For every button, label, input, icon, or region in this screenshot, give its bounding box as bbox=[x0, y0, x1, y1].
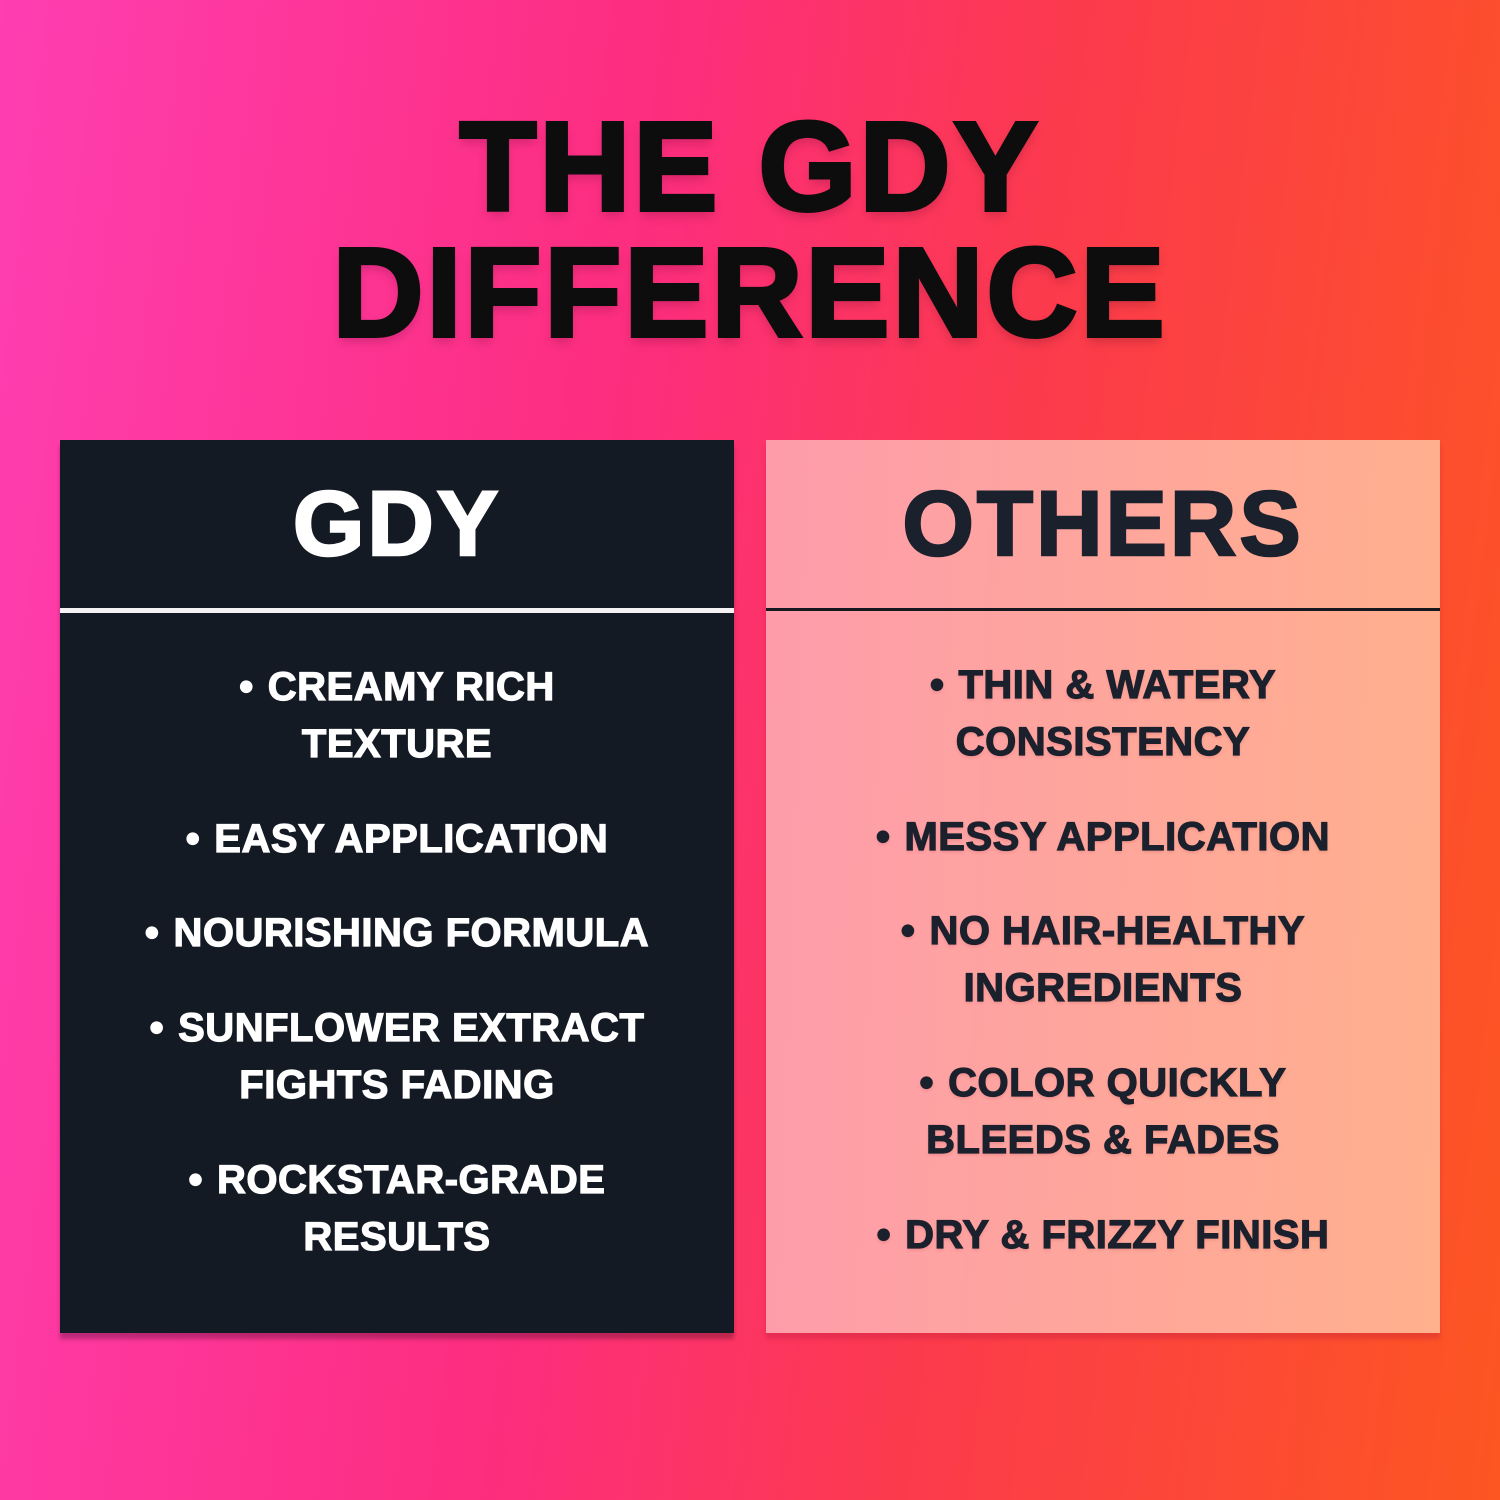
list-item-text: EASY APPLICATION bbox=[214, 816, 609, 861]
list-item-text: MESSY APPLICATION bbox=[904, 814, 1331, 859]
list-item: • COLOR QUICKLY BLEEDS & FADES bbox=[790, 1055, 1416, 1169]
bullet-icon: • bbox=[900, 909, 916, 954]
others-column-heading: OTHERS bbox=[901, 471, 1304, 576]
others-drawbacks-list: • THIN & WATERY CONSISTENCY • MESSY APPLIC… bbox=[766, 611, 1440, 1263]
bullet-icon: • bbox=[149, 1006, 165, 1051]
list-item-text: SUNFLOWER EXTRACT FIGHTS FADING bbox=[178, 1006, 645, 1108]
list-item: • CREAMY RICH TEXTURE bbox=[84, 659, 710, 773]
others-column-divider bbox=[766, 608, 1440, 611]
list-item-text: NOURISHING FORMULA bbox=[173, 911, 650, 956]
list-item-text: THIN & WATERY CONSISTENCY bbox=[955, 662, 1277, 764]
list-item: • ROCKSTAR-GRADE RESULTS bbox=[84, 1152, 710, 1266]
list-item-text: COLOR QUICKLY BLEEDS & FADES bbox=[926, 1060, 1287, 1162]
bullet-icon: • bbox=[876, 1212, 892, 1257]
others-column-card: OTHERS • THIN & WATERY CONSISTENCY • MESSY… bbox=[766, 440, 1440, 1333]
bullet-icon: • bbox=[875, 814, 891, 859]
comparison-columns: GDY • CREAMY RICH TEXTURE • EASY APPLICATI… bbox=[60, 440, 1440, 1333]
bullet-icon: • bbox=[185, 816, 201, 861]
gdy-column-heading: GDY bbox=[292, 471, 502, 576]
list-item: • THIN & WATERY CONSISTENCY bbox=[790, 657, 1416, 771]
list-item: • NO HAIR-HEALTHY INGREDIENTS bbox=[790, 903, 1416, 1017]
gdy-benefits-list: • CREAMY RICH TEXTURE • EASY APPLICATION •… bbox=[60, 613, 734, 1265]
gdy-column-card: GDY • CREAMY RICH TEXTURE • EASY APPLICATI… bbox=[60, 440, 734, 1333]
gdy-column-divider bbox=[60, 608, 734, 613]
page-title-line-2: DIFFERENCE bbox=[330, 222, 1168, 363]
list-item-text: CREAMY RICH TEXTURE bbox=[267, 664, 555, 766]
list-item: • SUNFLOWER EXTRACT FIGHTS FADING bbox=[84, 1000, 710, 1114]
bullet-icon: • bbox=[239, 664, 254, 709]
bullet-icon: • bbox=[144, 911, 160, 956]
list-item-text: NO HAIR-HEALTHY INGREDIENTS bbox=[929, 909, 1306, 1011]
bullet-icon: • bbox=[929, 662, 945, 707]
bullet-icon: • bbox=[919, 1060, 935, 1105]
list-item: • EASY APPLICATION bbox=[84, 811, 710, 868]
list-item: • DRY & FRIZZY FINISH bbox=[790, 1207, 1416, 1264]
bullet-icon: • bbox=[188, 1157, 204, 1202]
list-item: • NOURISHING FORMULA bbox=[84, 905, 710, 962]
list-item: • MESSY APPLICATION bbox=[790, 809, 1416, 866]
list-item-text: ROCKSTAR-GRADE RESULTS bbox=[216, 1157, 606, 1259]
page-title-line-1: THE GDY bbox=[457, 96, 1041, 237]
list-item-text: DRY & FRIZZY FINISH bbox=[904, 1212, 1330, 1257]
page-title: THE GDY DIFFERENCE bbox=[0, 0, 1500, 363]
